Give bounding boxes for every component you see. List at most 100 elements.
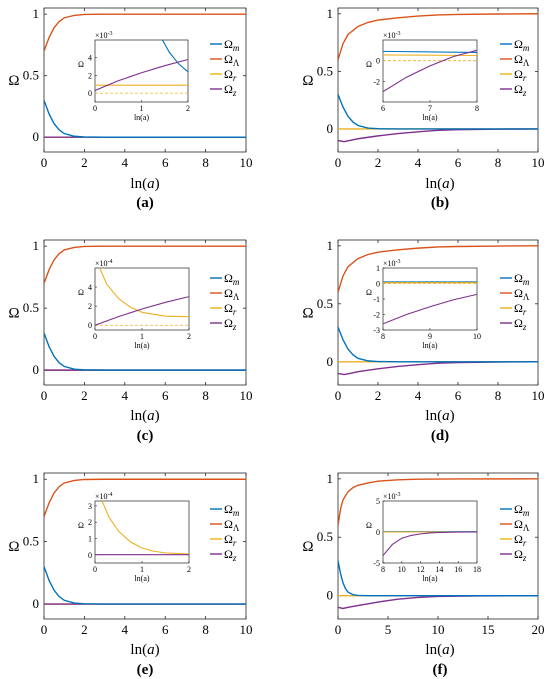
x-tick-label: 6 — [162, 622, 169, 637]
x-axis-label: ln(a) — [425, 176, 454, 192]
y-tick-label: 1 — [327, 6, 334, 21]
inset-exponent: ×10-4 — [95, 259, 113, 268]
inset-frame — [94, 500, 190, 564]
x-tick-label: 0 — [41, 622, 48, 637]
panel-label: (e) — [137, 662, 154, 678]
series-line-ΩΛ — [44, 478, 246, 517]
legend-label: Ωr — [514, 67, 527, 83]
inset-y-tick-label: -2 — [373, 311, 380, 320]
inset-x-tick-label: 10 — [398, 565, 406, 574]
inset-frame — [94, 39, 189, 103]
x-axis-label: ln(a) — [130, 176, 159, 192]
y-tick-label: 0.5 — [317, 296, 333, 311]
panel-label: (b) — [431, 195, 449, 211]
y-tick-label: 0 — [33, 596, 40, 611]
x-tick-label: 8 — [202, 155, 209, 170]
y-tick-label: 0.5 — [317, 529, 333, 544]
series-line-Ωz — [95, 296, 189, 326]
y-tick-label: 0.5 — [23, 68, 39, 83]
y-axis-label: Ω — [302, 306, 313, 322]
x-tick-label: 2 — [81, 155, 88, 170]
inset-y-tick-label: -2 — [373, 77, 380, 86]
inset-x-tick-label: 9 — [428, 332, 432, 341]
inset-x-axis-label: ln(a) — [422, 113, 437, 122]
y-tick-label: 0.5 — [23, 534, 39, 549]
series-line-Ωz — [383, 49, 477, 93]
inset-exponent: ×10-3 — [383, 31, 401, 40]
inset-x-tick-label: 1 — [140, 565, 144, 574]
x-tick-label: 2 — [375, 155, 382, 170]
inset-y-tick-label: 0 — [88, 551, 92, 560]
x-tick-label: 4 — [415, 155, 422, 170]
series-line-Ωm — [338, 326, 538, 363]
inset-y-axis-label: Ω — [78, 521, 84, 530]
inset-x-tick-label: 10 — [473, 332, 481, 341]
legend-label: Ωm — [224, 502, 240, 518]
series-line-Ωm — [44, 332, 246, 371]
series-line-Ωz — [338, 128, 538, 143]
x-tick-label: 4 — [122, 622, 129, 637]
x-tick-label: 8 — [495, 388, 502, 403]
inset-y-tick-label: 0 — [88, 321, 92, 330]
y-axis-label: Ω — [8, 73, 19, 89]
legend-label: Ωr — [514, 532, 527, 548]
legend-label: ΩΛ — [514, 517, 530, 533]
inset-y-tick-label: 4 — [88, 283, 92, 292]
x-tick-label: 8 — [202, 388, 209, 403]
inset-x-axis-label: ln(a) — [134, 113, 149, 122]
inset-x-tick-label: 1 — [140, 332, 144, 341]
inset-y-tick-label: 1 — [376, 264, 380, 273]
x-axis-label: ln(a) — [130, 408, 159, 424]
series-line-Ωr — [101, 501, 189, 555]
inset-exponent: ×10-4 — [95, 492, 113, 501]
inset-x-axis-label: ln(a) — [422, 341, 437, 350]
panel-label: (c) — [137, 428, 154, 444]
series-line-Ωm — [44, 566, 246, 605]
inset-x-tick-label: 14 — [435, 565, 443, 574]
series-line-Ωr — [383, 54, 477, 57]
series-line-Ωm — [338, 560, 538, 597]
inset-plot: 0 1 2 0 1 2 3 ln(a) Ω ×10-4 — [78, 492, 191, 583]
inset-y-axis-label: Ω — [366, 60, 372, 69]
legend-label: Ωm — [514, 271, 530, 287]
inset-x-tick-label: 8 — [381, 565, 385, 574]
y-tick-label: 1 — [327, 471, 334, 486]
inset-x-axis-label: ln(a) — [134, 341, 149, 350]
legend-label: ΩΛ — [224, 517, 240, 533]
series-line-Ωz — [383, 531, 477, 556]
inset-y-tick-label: 3 — [88, 502, 92, 511]
inset-y-axis-label: Ω — [78, 288, 84, 297]
series-line-ΩΛ — [338, 478, 538, 526]
x-tick-label: 2 — [81, 622, 88, 637]
inset-y-tick-label: 0 — [376, 528, 380, 537]
series-line-Ωz — [338, 361, 538, 376]
inset-x-tick-label: 6 — [381, 104, 385, 113]
x-tick-label: 6 — [162, 388, 169, 403]
inset-x-axis-label: ln(a) — [422, 574, 437, 583]
y-tick-label: 1 — [33, 471, 40, 486]
series-line-Ωm — [44, 100, 246, 138]
legend-label: Ωm — [514, 37, 530, 53]
x-tick-label: 10 — [532, 388, 545, 403]
x-tick-label: 0 — [41, 155, 48, 170]
panel-label: (d) — [431, 428, 449, 444]
inset-y-axis-label: Ω — [78, 60, 84, 69]
inset-x-tick-label: 2 — [186, 104, 190, 113]
legend-label: Ωz — [224, 82, 237, 98]
legend-label: Ωz — [514, 82, 527, 98]
y-axis-label: Ω — [302, 539, 313, 555]
inset-x-tick-label: 1 — [140, 104, 144, 113]
inset-plot: 8 10 12 14 16 18 -5 0 5 ln(a) Ω ×10-3 — [366, 492, 481, 583]
legend-label: ΩΛ — [514, 52, 530, 68]
x-tick-label: 6 — [455, 388, 462, 403]
x-axis-label: ln(a) — [425, 408, 454, 424]
y-tick-label: 0.5 — [317, 63, 333, 78]
inset-y-tick-label: 0 — [88, 89, 92, 98]
inset-x-tick-label: 7 — [428, 104, 432, 113]
plot-frame — [337, 7, 539, 153]
